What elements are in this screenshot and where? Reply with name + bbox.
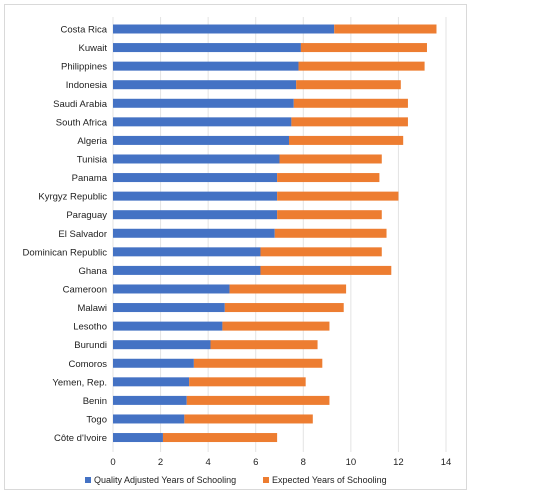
bars xyxy=(113,24,437,443)
legend-label: Expected Years of Schooling xyxy=(272,475,387,485)
bar-expected xyxy=(277,173,380,183)
bar-quality-adjusted xyxy=(113,98,294,108)
bar-expected xyxy=(296,80,401,90)
x-tick-label: 10 xyxy=(346,457,357,468)
bar-quality-adjusted xyxy=(113,265,261,275)
bar-expected xyxy=(186,395,330,405)
category-label: Ghana xyxy=(78,266,107,277)
category-label: Tunisia xyxy=(77,154,108,165)
bar-expected xyxy=(298,61,425,71)
bar-expected xyxy=(334,24,437,34)
bar-quality-adjusted xyxy=(113,414,185,424)
bar-expected xyxy=(229,284,347,294)
category-label: Burundi xyxy=(74,340,107,351)
bar-quality-adjusted xyxy=(113,173,278,183)
bar-quality-adjusted xyxy=(113,377,190,387)
category-label: Algeria xyxy=(77,136,107,147)
category-label: Comoros xyxy=(68,359,107,370)
x-tick-label: 6 xyxy=(253,457,258,468)
legend-swatch xyxy=(263,477,269,483)
bar-expected xyxy=(260,247,382,257)
category-label: Lesotho xyxy=(73,322,107,333)
bar-quality-adjusted xyxy=(113,395,187,405)
bar-quality-adjusted xyxy=(113,80,297,90)
x-tick-label: 14 xyxy=(441,457,452,468)
x-tick-labels: 0 2 4 6 8 10 12 14 xyxy=(110,457,451,468)
bar-expected xyxy=(193,358,323,368)
category-label: El Salvador xyxy=(58,229,107,240)
bar-quality-adjusted xyxy=(113,210,278,220)
x-tick-label: 2 xyxy=(158,457,163,468)
bar-quality-adjusted xyxy=(113,228,275,238)
bar-expected xyxy=(222,321,330,331)
bar-quality-adjusted xyxy=(113,303,225,313)
category-label: Dominican Republic xyxy=(23,247,108,258)
bar-expected xyxy=(162,433,278,443)
bar-quality-adjusted xyxy=(113,358,194,368)
bar-quality-adjusted xyxy=(113,24,335,34)
category-label: Kuwait xyxy=(78,43,107,54)
bar-expected xyxy=(210,340,318,350)
bar-quality-adjusted xyxy=(113,321,223,331)
category-label: South Africa xyxy=(56,117,108,128)
bar-expected xyxy=(277,210,382,220)
x-tick-label: 12 xyxy=(393,457,404,468)
category-label: Benin xyxy=(83,396,107,407)
x-tick-label: 8 xyxy=(301,457,306,468)
bar-quality-adjusted xyxy=(113,433,163,443)
category-label: Côte d'Ivoire xyxy=(54,433,107,444)
category-label: Indonesia xyxy=(66,80,108,91)
legend-label: Quality Adjusted Years of Schooling xyxy=(94,475,236,485)
bar-quality-adjusted xyxy=(113,284,230,294)
bar-quality-adjusted xyxy=(113,43,301,53)
category-label: Togo xyxy=(86,414,107,425)
x-tick-label: 4 xyxy=(205,457,210,468)
stacked-bar-chart: Costa Rica Kuwait Philippines Indonesia Saud… xyxy=(23,17,451,485)
bar-expected xyxy=(291,117,408,127)
bar-quality-adjusted xyxy=(113,135,290,145)
category-label: Costa Rica xyxy=(61,25,108,36)
bar-expected xyxy=(277,191,399,201)
bar-expected xyxy=(184,414,313,424)
category-label: Saudi Arabia xyxy=(53,99,108,110)
category-label: Paraguay xyxy=(66,210,107,221)
chart-frame: Costa Rica Kuwait Philippines Indonesia Saud… xyxy=(4,4,467,490)
category-label: Yemen, Rep. xyxy=(52,377,107,388)
bar-expected xyxy=(293,98,408,108)
x-tick-label: 0 xyxy=(110,457,115,468)
category-label: Cameroon xyxy=(63,284,107,295)
category-label: Kyrgyz Republic xyxy=(38,192,107,203)
bar-expected xyxy=(289,135,404,145)
bar-expected xyxy=(279,154,382,164)
bar-expected xyxy=(274,228,387,238)
category-label: Philippines xyxy=(61,62,107,73)
category-label: Malawi xyxy=(77,303,107,314)
legend: Quality Adjusted Years of Schooling Expec… xyxy=(85,475,387,485)
bar-quality-adjusted xyxy=(113,61,299,71)
bar-quality-adjusted xyxy=(113,191,278,201)
bar-quality-adjusted xyxy=(113,154,280,164)
bar-quality-adjusted xyxy=(113,117,292,127)
bar-expected xyxy=(224,303,344,313)
category-label: Panama xyxy=(72,173,108,184)
bar-expected xyxy=(260,265,392,275)
legend-swatch xyxy=(85,477,91,483)
bar-quality-adjusted xyxy=(113,340,211,350)
bar-quality-adjusted xyxy=(113,247,261,257)
bar-expected xyxy=(189,377,306,387)
bar-expected xyxy=(300,43,427,53)
category-labels: Costa Rica Kuwait Philippines Indonesia Saud… xyxy=(23,25,108,445)
